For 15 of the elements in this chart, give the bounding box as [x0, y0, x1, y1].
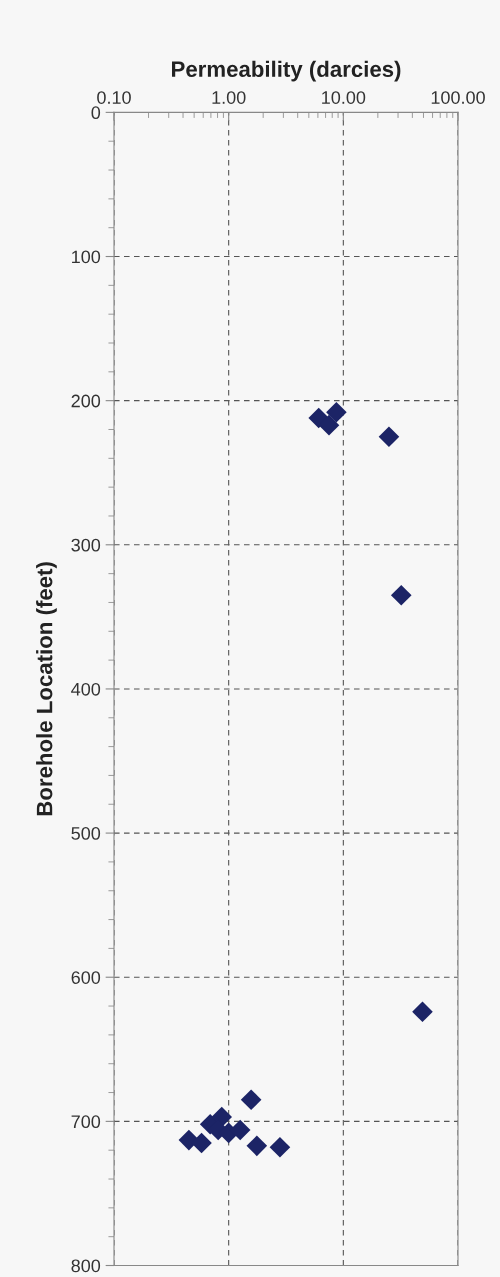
x-tick-label: 0.10	[97, 91, 131, 104]
x-tick-label: 1.00	[212, 91, 246, 104]
y-tick-label: 400	[71, 682, 101, 696]
y-tick-label: 200	[71, 394, 101, 408]
y-tick-label: 100	[72, 250, 101, 264]
y-tick-label: 300	[71, 538, 101, 552]
y-tick-label: 0	[91, 106, 101, 120]
y-axis-title: Borehole Location (feet)	[36, 562, 57, 816]
x-tick-label: 10.00	[322, 91, 366, 104]
x-axis-title: Permeability (darcies)	[172, 60, 401, 82]
y-tick-label: 500	[71, 827, 101, 840]
y-tick-label: 700	[71, 1115, 101, 1129]
y-tick-label: 800	[71, 1259, 101, 1273]
x-tick-label: 100.00	[431, 91, 485, 104]
y-tick-label: 600	[71, 971, 101, 984]
